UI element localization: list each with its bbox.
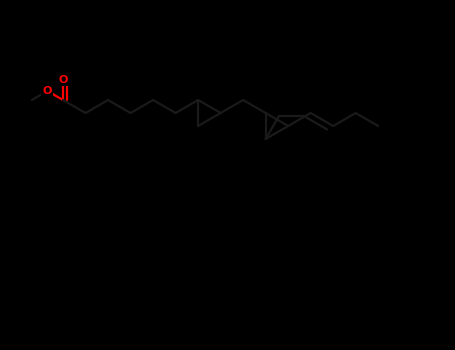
Text: O: O [43,86,52,96]
Text: O: O [58,75,68,85]
